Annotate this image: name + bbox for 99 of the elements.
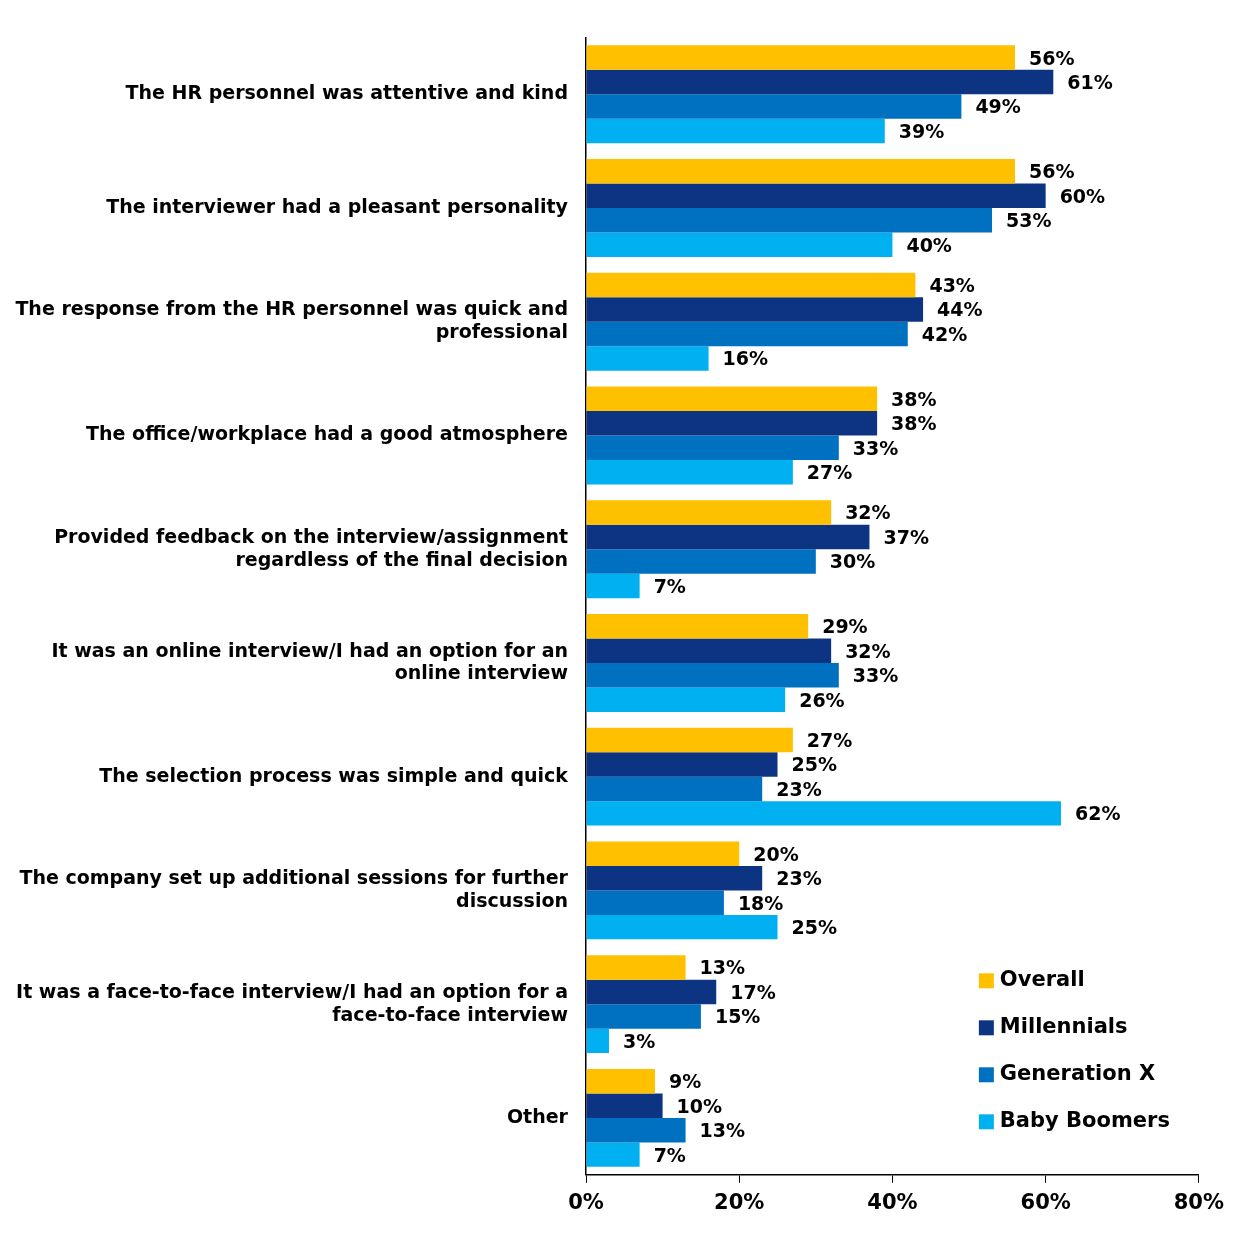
bar — [586, 638, 832, 663]
bar — [586, 459, 793, 485]
bar — [586, 321, 908, 347]
bar — [586, 1093, 663, 1118]
bar — [586, 1117, 686, 1143]
bar — [586, 776, 763, 802]
y-tick-label: Other — [506, 1104, 569, 1127]
bar — [586, 183, 1046, 209]
legend-label: Generation X — [999, 1060, 1156, 1085]
bar — [586, 208, 993, 233]
data-label: 39% — [898, 119, 945, 142]
data-label: 56% — [1029, 46, 1075, 69]
data-label: 18% — [737, 891, 784, 914]
bar — [586, 386, 878, 412]
bar — [586, 524, 870, 550]
bar — [586, 1028, 609, 1054]
x-tick-label: 80% — [1173, 1189, 1224, 1214]
bar — [586, 979, 717, 1005]
bar — [586, 411, 878, 436]
y-tick-label: The selection process was simple and quick — [99, 763, 569, 786]
data-label: 17% — [730, 980, 776, 1003]
data-label: 3% — [622, 1029, 656, 1052]
data-label: 25% — [791, 753, 838, 776]
data-label: 37% — [883, 525, 929, 548]
bar — [586, 500, 832, 525]
y-tick-label: The interviewer had a pleasant personality — [106, 194, 569, 217]
bar — [586, 435, 839, 460]
data-label: 16% — [722, 347, 769, 370]
bar — [586, 955, 686, 980]
data-label: 43% — [929, 274, 975, 297]
data-label: 61% — [1067, 70, 1113, 93]
data-label: 44% — [937, 298, 983, 321]
y-tick-label: The HR personnel was attentive and kind — [125, 81, 568, 104]
data-label: 23% — [776, 777, 822, 800]
y-tick-label: It was an online interview/I had an option for an online interview — [51, 638, 568, 684]
bar — [586, 69, 1054, 95]
y-tick-label: It was a face-to-face interview/I had an option for a face-to-face interview — [16, 979, 568, 1025]
data-label: 20% — [753, 842, 799, 865]
data-label: 53% — [1006, 209, 1052, 232]
bar — [586, 727, 793, 753]
data-label: 33% — [852, 436, 899, 459]
legend-label: Overall — [999, 966, 1085, 991]
bar — [586, 297, 924, 322]
bar — [586, 614, 809, 639]
data-label: 15% — [714, 1005, 761, 1028]
y-tick-label: The company set up additional sessions for further discussion — [19, 865, 569, 911]
data-label: 60% — [1059, 184, 1106, 207]
data-label: 33% — [852, 664, 899, 687]
bar — [586, 1142, 640, 1167]
data-label: 13% — [699, 1119, 746, 1142]
data-label: 23% — [776, 867, 822, 890]
data-label: 7% — [653, 1143, 686, 1166]
data-label: 38% — [891, 412, 937, 435]
y-tick-label: The response from the HR personnel was quick and professional — [15, 297, 568, 343]
data-label: 29% — [822, 615, 868, 638]
bar — [586, 890, 724, 915]
data-label: 30% — [829, 550, 876, 573]
data-label: 56% — [1029, 160, 1075, 183]
bar — [586, 914, 778, 940]
legend-label: Baby Boomers — [999, 1107, 1170, 1132]
data-label: 32% — [845, 501, 891, 524]
bar — [586, 1004, 701, 1029]
bar — [586, 573, 640, 599]
data-label: 40% — [906, 233, 952, 256]
data-label: 9% — [668, 1070, 702, 1093]
data-label: 42% — [921, 322, 968, 345]
data-label: 7% — [653, 574, 686, 597]
y-tick-label: Provided feedback on the interview/assignment regardless of the final decision — [54, 524, 568, 570]
x-tick-label: 0% — [568, 1189, 604, 1214]
data-label: 38% — [891, 387, 937, 410]
data-label: 32% — [845, 639, 891, 662]
bar — [586, 45, 1016, 70]
data-label: 62% — [1074, 802, 1121, 825]
bar — [586, 346, 709, 371]
bar — [586, 841, 740, 866]
bar — [586, 272, 916, 298]
y-tick-label: The office/workplace had a good atmosphere — [86, 422, 568, 445]
bar — [586, 159, 1016, 184]
data-label: 27% — [806, 728, 853, 751]
bar — [586, 866, 763, 891]
x-tick-label: 40% — [867, 1189, 918, 1214]
data-label: 13% — [699, 956, 746, 979]
bar — [586, 232, 893, 257]
x-tick-label: 20% — [714, 1189, 765, 1214]
data-label: 26% — [799, 688, 845, 711]
bar — [586, 752, 778, 777]
data-label: 10% — [676, 1094, 723, 1117]
data-label: 27% — [806, 461, 853, 484]
bar — [586, 118, 885, 144]
bar — [586, 687, 786, 712]
data-label: 49% — [975, 95, 1021, 118]
bar — [586, 1069, 655, 1094]
x-tick-label: 60% — [1020, 1189, 1071, 1214]
bar — [586, 549, 816, 574]
bar — [586, 801, 1061, 826]
bar — [586, 662, 839, 688]
bar — [586, 94, 962, 119]
data-label: 25% — [791, 916, 838, 939]
legend-label: Millennials — [999, 1013, 1128, 1038]
